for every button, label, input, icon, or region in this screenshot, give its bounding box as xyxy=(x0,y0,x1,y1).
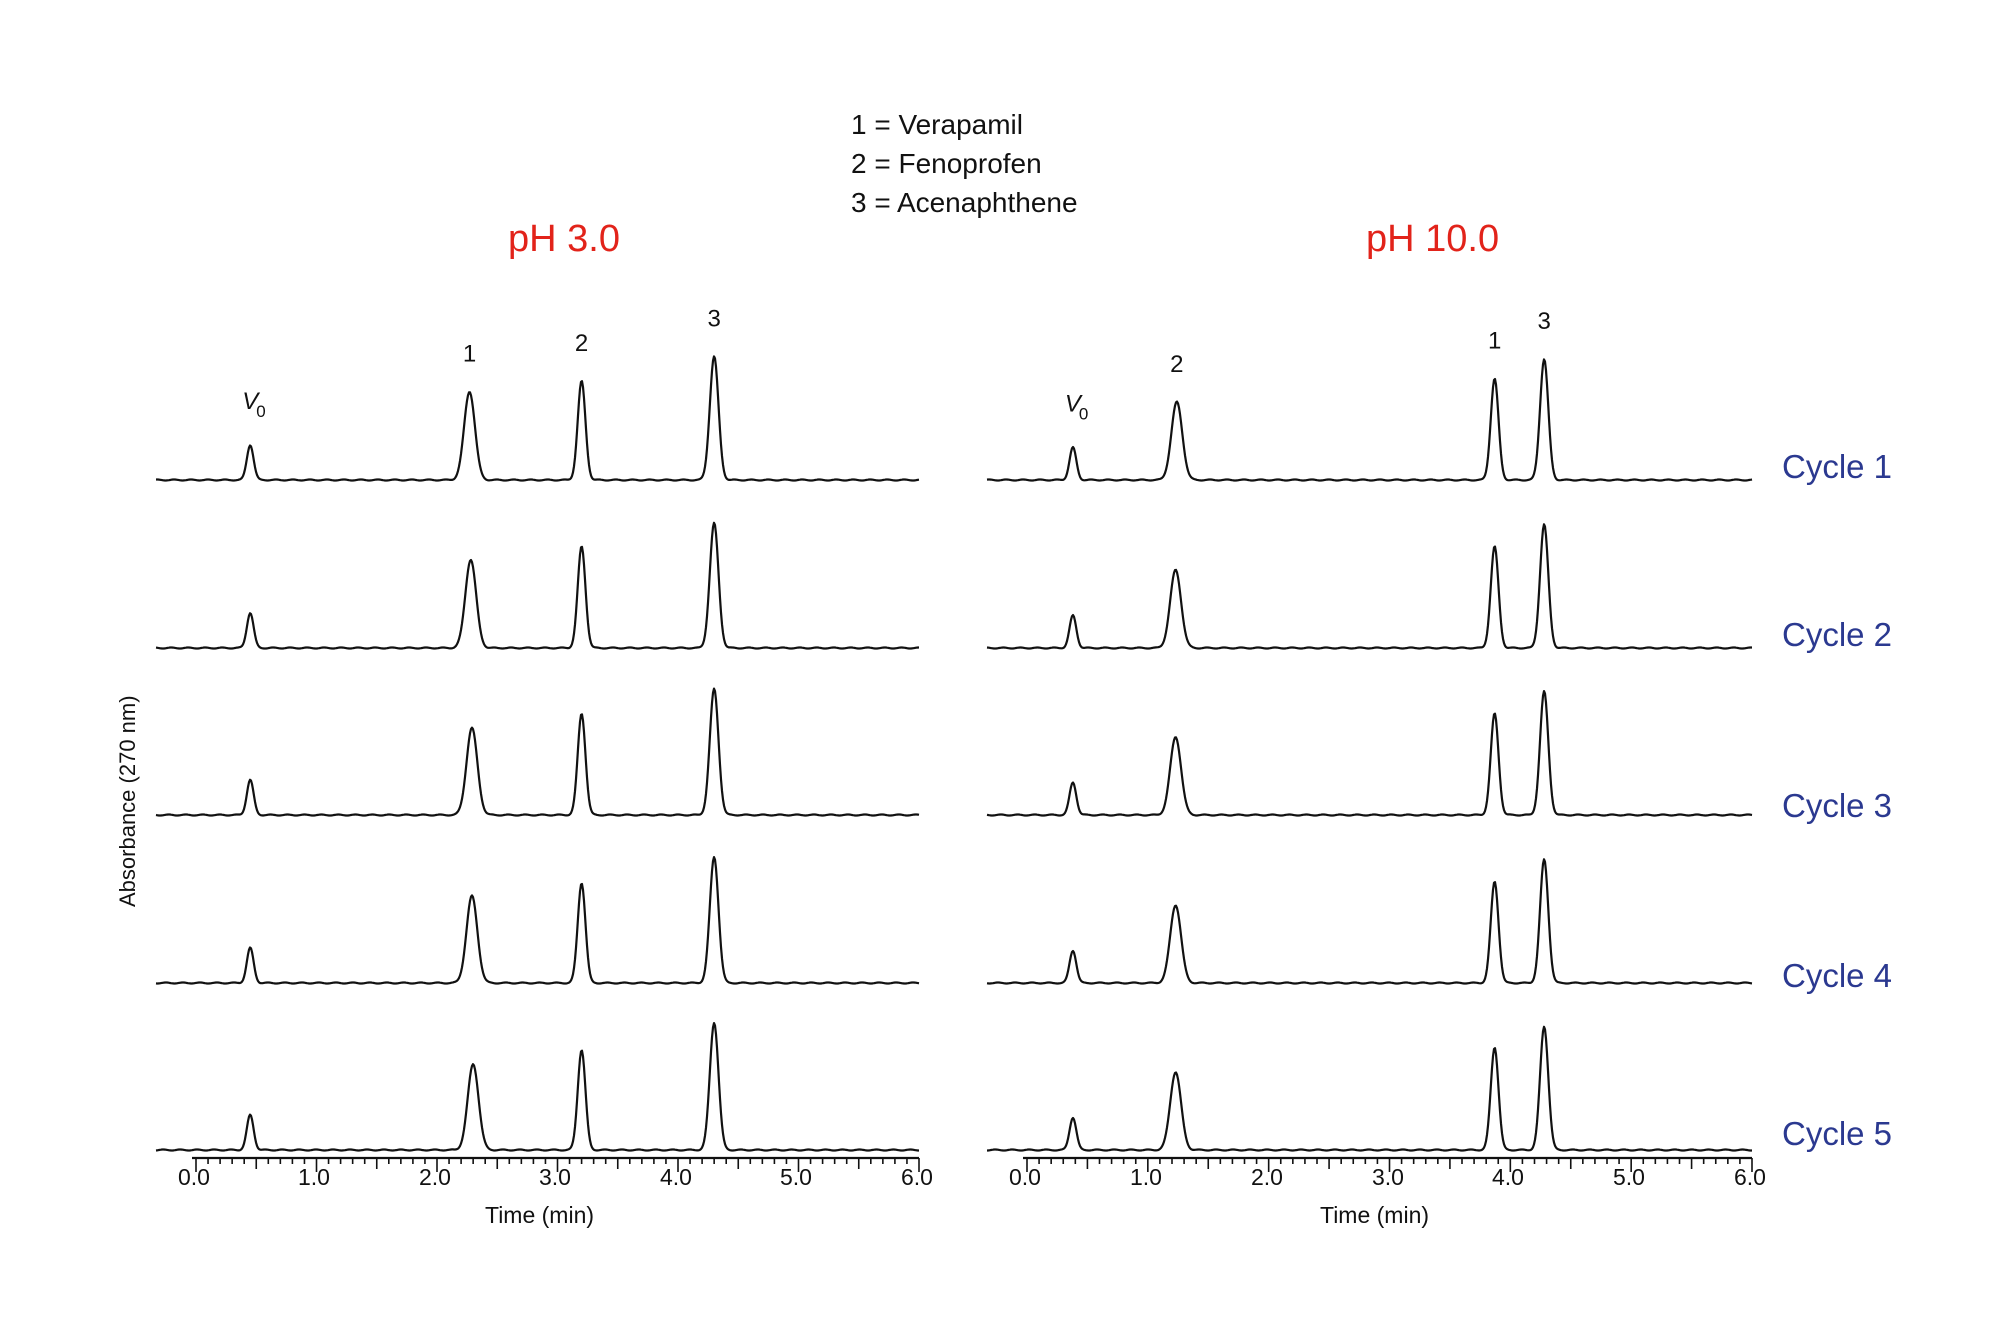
chromatogram-trace xyxy=(155,1022,920,1152)
chromatogram-trace xyxy=(986,690,1753,817)
x-axis-label-ph10: Time (min) xyxy=(1320,1202,1430,1228)
x-tick-label: 5.0 xyxy=(780,1164,812,1190)
peak-label-1: 1 xyxy=(1488,328,1501,355)
compound-legend: 1 = Verapamil 2 = Fenoprofen 3 = Acenaph… xyxy=(851,105,1078,222)
cycle-label-1: Cycle 1 xyxy=(1782,448,1893,485)
cycle-label-5: Cycle 5 xyxy=(1782,1115,1893,1152)
chromatogram-trace xyxy=(986,1025,1753,1152)
peak-label-v0-subscript: 0 xyxy=(1079,405,1088,424)
peak-label-v0-subscript: 0 xyxy=(256,402,265,421)
chromatogram-trace xyxy=(986,358,1753,482)
peak-label-v0: V xyxy=(242,388,260,415)
chromatogram-trace xyxy=(986,858,1753,985)
x-tick-label: 4.0 xyxy=(1492,1164,1524,1190)
x-tick-label: 3.0 xyxy=(539,1164,571,1190)
x-tick-label: 0.0 xyxy=(1009,1164,1041,1190)
peak-label-v0: V xyxy=(1065,391,1083,418)
x-tick-label: 6.0 xyxy=(901,1164,933,1190)
chromatogram-trace xyxy=(155,687,920,817)
x-tick-label: 0.0 xyxy=(178,1164,210,1190)
peak-label-3: 3 xyxy=(707,306,720,333)
x-tick-label: 4.0 xyxy=(660,1164,692,1190)
x-tick-label: 6.0 xyxy=(1734,1164,1766,1190)
chromatogram-trace xyxy=(155,521,920,650)
legend-item-acenaphthene: 3 = Acenaphthene xyxy=(851,187,1078,218)
x-tick-label: 1.0 xyxy=(298,1164,330,1190)
legend-item-fenoprofen: 2 = Fenoprofen xyxy=(851,148,1042,179)
cycle-label-2: Cycle 2 xyxy=(1782,616,1893,653)
chromatogram-trace xyxy=(986,523,1753,650)
cycle-label-4: Cycle 4 xyxy=(1782,957,1893,994)
x-tick-label: 5.0 xyxy=(1613,1164,1645,1190)
chromatogram-trace xyxy=(155,856,920,985)
peak-label-3: 3 xyxy=(1537,308,1550,335)
x-axis-label-ph3: Time (min) xyxy=(485,1202,595,1228)
x-tick-label: 2.0 xyxy=(1251,1164,1283,1190)
panel-title-ph10: pH 10.0 xyxy=(1366,218,1500,260)
x-tick-label: 2.0 xyxy=(419,1164,451,1190)
x-tick-label: 1.0 xyxy=(1130,1164,1162,1190)
peak-label-1: 1 xyxy=(463,341,476,368)
peak-label-2: 2 xyxy=(575,330,588,357)
legend-item-verapamil: 1 = Verapamil xyxy=(851,109,1023,140)
cycle-label-3: Cycle 3 xyxy=(1782,787,1893,824)
peak-label-2: 2 xyxy=(1170,351,1183,378)
x-tick-label: 3.0 xyxy=(1372,1164,1404,1190)
chromatogram-trace xyxy=(155,355,920,482)
panel-title-ph3: pH 3.0 xyxy=(508,218,620,260)
